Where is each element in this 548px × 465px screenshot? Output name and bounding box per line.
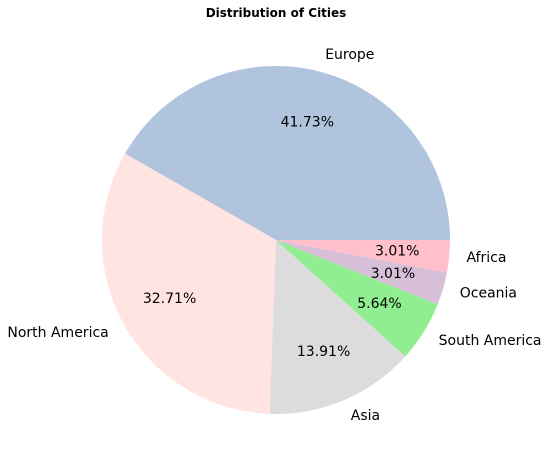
pie-slice-europe [124, 66, 450, 240]
chart-title: Distribution of Cities [206, 6, 347, 20]
pie-labels: Europe 41.73% North America 32.71% Asia 13.91… [7, 47, 541, 424]
pie-slice-north-america [101, 153, 276, 414]
pie-slice-asia [269, 240, 406, 414]
slice-label-asia: Asia [351, 408, 380, 424]
pie-slice-oceania [276, 240, 447, 305]
slice-percent-oceania: 3.01% [371, 266, 415, 282]
pie-slices [101, 66, 450, 414]
slice-label-north-america: North America [7, 325, 108, 341]
slice-percent-north-america: 32.71% [143, 291, 196, 307]
slice-percent-south-america: 5.64% [357, 296, 401, 312]
slice-label-africa: Africa [467, 250, 507, 266]
pie-slice-africa [276, 240, 450, 273]
slice-percent-asia: 13.91% [297, 344, 350, 360]
slice-percent-europe: 41.73% [281, 114, 334, 130]
slice-label-south-america: South America [439, 333, 542, 349]
slice-label-europe: Europe [325, 47, 374, 63]
pie-slice-south-america [276, 240, 438, 357]
slice-label-oceania: Oceania [460, 286, 517, 302]
slice-percent-africa: 3.01% [375, 243, 419, 259]
